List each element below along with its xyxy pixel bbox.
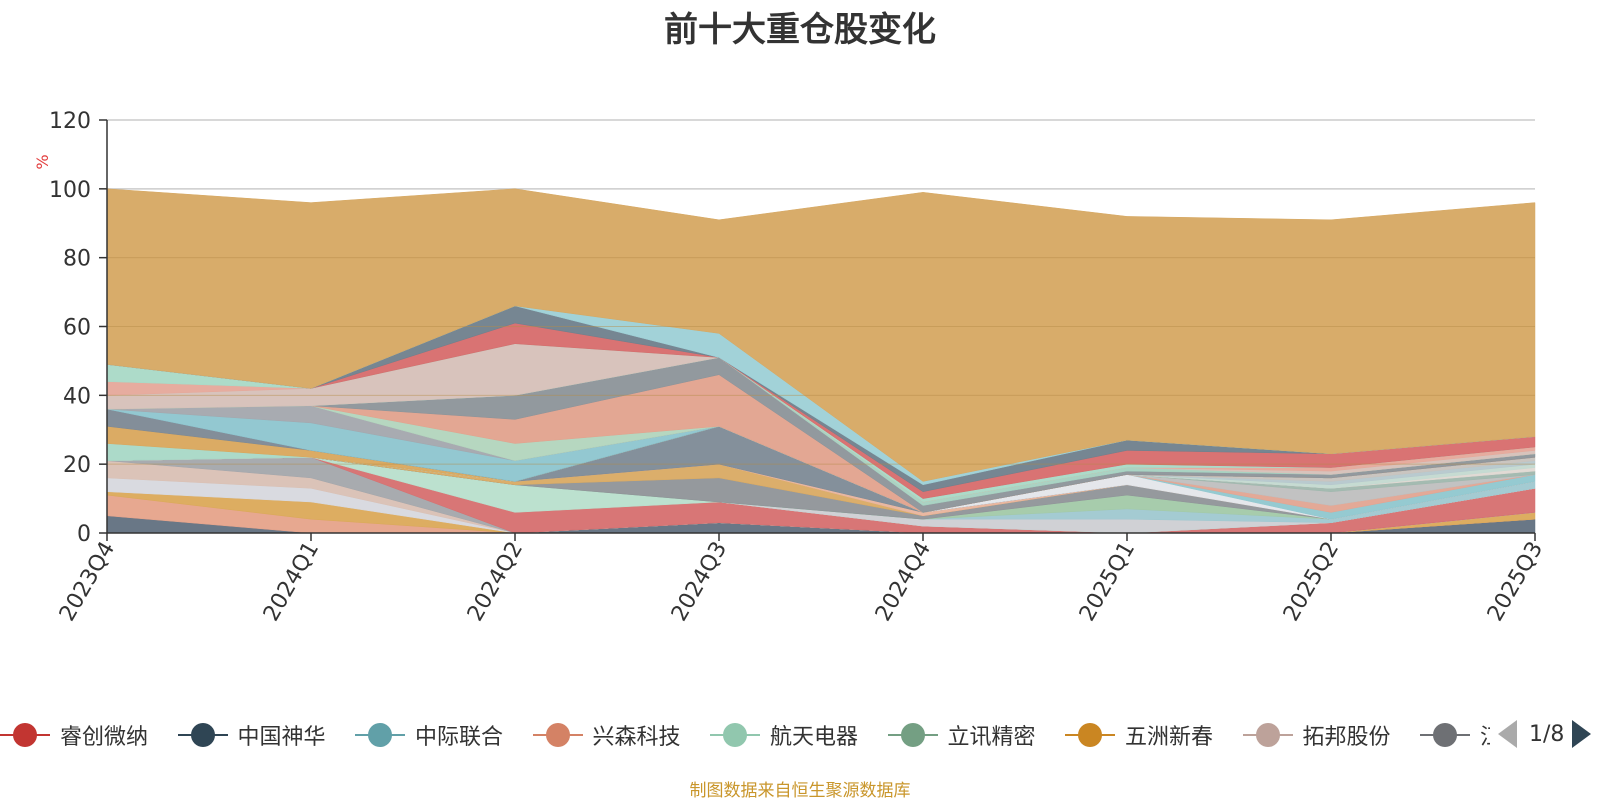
y-tick-label: 100 (49, 178, 91, 203)
legend-item[interactable]: 睿创微纳 (0, 715, 148, 755)
legend-dot-icon (13, 723, 37, 747)
legend-label: 江 (1480, 719, 1490, 751)
legend-dot-icon (1078, 723, 1102, 747)
legend-page-indicator: 1/8 (1529, 721, 1565, 747)
legend-dot-icon (190, 723, 215, 747)
legend-symbol-icon (710, 723, 760, 747)
legend-symbol-icon (1065, 723, 1115, 747)
legend-item[interactable]: 拓邦股份 (1242, 715, 1391, 755)
legend-label: 中国神华 (237, 725, 326, 750)
legend-symbol-icon (177, 723, 228, 747)
legend-item[interactable]: 立讯精密 (887, 715, 1036, 755)
legend-item[interactable]: 中国神华 (177, 715, 326, 755)
legend-dot-icon (368, 723, 392, 747)
legend-dot-icon (545, 723, 570, 747)
legend-label: 立讯精密 (947, 725, 1036, 750)
legend-label: 中际联合 (415, 725, 504, 750)
legend-symbol-icon (1242, 723, 1293, 747)
legend-dot-icon (900, 723, 925, 747)
legend-label: 兴森科技 (592, 725, 681, 750)
source-footnote: 制图数据来自恒生聚源数据库 (689, 781, 911, 801)
x-tick-label: 2023Q4 (55, 538, 120, 626)
legend-label: 睿创微纳 (60, 725, 149, 750)
y-tick-label: 20 (63, 453, 91, 478)
legend: 睿创微纳 中国神华 中际联合 兴森科技 航天电器 立讯精密 五洲新春 拓邦股份 江 (0, 715, 1490, 755)
x-tick-label: 2025Q2 (1279, 538, 1344, 626)
legend-item[interactable]: 兴森科技 (532, 715, 681, 755)
legend-dot-icon (1255, 723, 1280, 747)
legend-symbol-icon (532, 723, 583, 747)
legend-item[interactable]: 中际联合 (355, 715, 503, 755)
y-tick-label: 80 (63, 247, 91, 272)
y-axis-unit-label: % (33, 154, 52, 169)
x-tick-label: 2024Q3 (667, 538, 732, 626)
legend-symbol-icon (887, 723, 938, 747)
legend-item[interactable]: 江 (1420, 715, 1490, 755)
area-series-39 (106, 188, 1536, 482)
legend-label: 航天电器 (770, 725, 859, 750)
legend-dot-icon (1433, 723, 1457, 747)
legend-label: 五洲新春 (1125, 725, 1214, 750)
x-tick-label: 2025Q1 (1075, 538, 1140, 626)
legend-label: 拓邦股份 (1302, 725, 1391, 750)
stacked-areas (106, 188, 1536, 534)
x-tick-label: 2024Q4 (871, 538, 936, 626)
legend-prev-page-icon[interactable] (1498, 720, 1517, 748)
y-tick-label: 60 (63, 316, 91, 341)
x-tick-label: 2024Q2 (463, 538, 528, 626)
legend-symbol-icon (1420, 723, 1470, 747)
y-tick-label: 0 (77, 522, 91, 547)
legend-symbol-icon (0, 723, 50, 747)
legend-pager: 1/8 (1498, 718, 1600, 750)
chart-title: 前十大重仓股变化 (664, 10, 936, 50)
legend-dot-icon (723, 723, 747, 747)
y-tick-label: 40 (63, 384, 91, 409)
x-tick-label: 2024Q1 (259, 538, 324, 626)
legend-symbol-icon (355, 723, 405, 747)
legend-item[interactable]: 五洲新春 (1065, 715, 1213, 755)
legend-next-page-icon[interactable] (1572, 720, 1592, 748)
y-tick-label: 120 (49, 109, 91, 134)
x-tick-label: 2025Q3 (1483, 538, 1548, 626)
legend-item[interactable]: 航天电器 (710, 715, 858, 755)
